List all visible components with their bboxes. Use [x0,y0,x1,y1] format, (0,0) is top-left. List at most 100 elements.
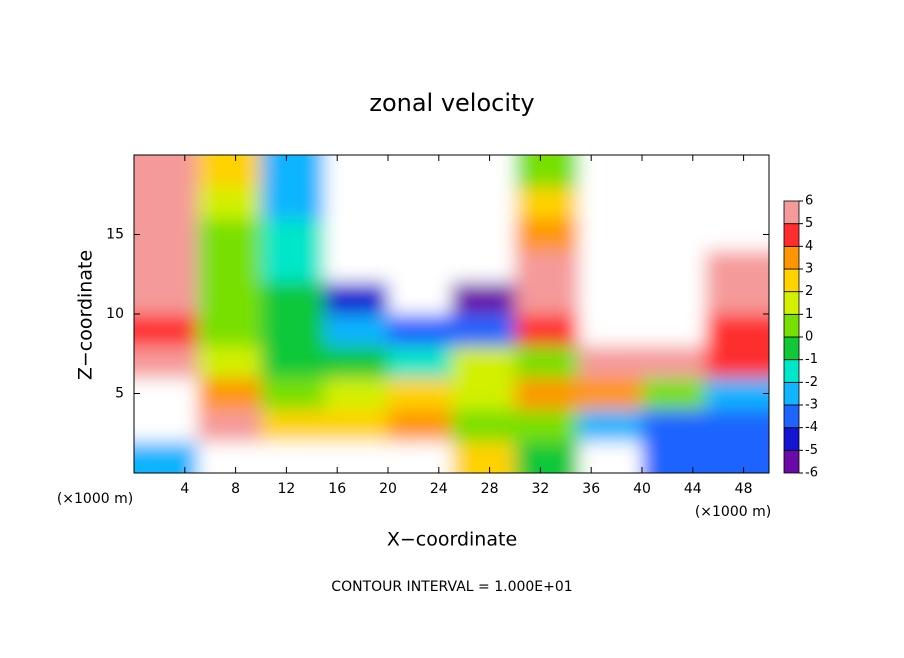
colorbar-box [783,427,800,451]
colorbar-box [783,404,800,429]
field-cell [642,155,706,188]
colorbar-tick-label: 6 [805,194,813,209]
field-cell [451,314,516,347]
colorbar-box [783,291,800,315]
field-cell [388,218,452,251]
field-cell [515,282,579,315]
field-cell [197,314,262,347]
field-cell [324,186,389,220]
y-axis-label: Z−coordinate [75,250,97,380]
field-cell [324,441,389,473]
field-cell [134,441,198,473]
field-cell [134,377,198,410]
field-cell [324,409,389,442]
x-unit-label: (×1000 m) [695,504,771,520]
field-cell [642,345,706,379]
field-cell [324,155,389,188]
field-cell [197,282,262,315]
field-cell [642,441,706,473]
field-cell [642,314,706,347]
colorbar-box [783,268,800,293]
colorbar-box [783,245,800,270]
colorbar-tick-label: -4 [805,420,818,435]
field-cell [578,282,643,315]
field-cell [388,250,452,283]
field-cell [642,186,706,220]
field-cell [197,250,262,283]
field-cell [451,218,516,251]
x-tick-label: 24 [430,481,448,497]
field-cell [578,441,643,473]
field-cell [134,409,198,442]
colorbar-box [783,313,800,338]
field-cell [261,250,325,283]
field-cell [515,186,579,220]
field-cell [388,409,452,442]
field-cell [261,186,325,220]
x-tick-label: 16 [328,481,346,497]
field-cell [197,345,262,379]
x-tick-label: 28 [481,481,499,497]
field-cell [324,345,389,379]
colorbar-tick-label: 2 [805,284,813,299]
field-cell [197,186,262,220]
field-cell [261,314,325,347]
field-cell [515,345,579,379]
y-tick-label: 15 [106,227,124,243]
field-cell [515,155,579,188]
field-cell [451,155,516,188]
x-tick-label: 44 [684,481,702,497]
field-cell [642,218,706,251]
field-cell [134,218,198,251]
field-cell [705,282,769,315]
field-cell [134,314,198,347]
field-cell [705,218,769,251]
field-cell [197,218,262,251]
field-cell [578,314,643,347]
colorbar-box [783,223,800,247]
field-cell [705,345,769,379]
colorbar-box [783,359,800,383]
field-cell [388,155,452,188]
chart-title: zonal velocity [369,89,534,117]
colorbar-box [783,200,800,225]
field-cell [451,409,516,442]
field-cell [705,250,769,283]
field-cell [261,441,325,473]
colorbar-box [783,336,800,361]
field-cell [324,282,389,315]
colorbar-tick-label: -3 [805,398,818,413]
field-cell [705,314,769,347]
field-cell [515,377,579,410]
field-cell [197,155,262,188]
field-cell [324,377,389,410]
field-cell [515,409,579,442]
field-cell [642,250,706,283]
field-cell [324,250,389,283]
colorbar-tick-label: -2 [805,375,818,390]
field-cell [578,218,643,251]
field-cell [134,186,198,220]
field-cell [515,218,579,251]
field-cell [578,345,643,379]
field [134,155,769,473]
field-cell [515,314,579,347]
field-cell [642,377,706,410]
field-cell [578,155,643,188]
colorbar-tick-label: -6 [805,466,818,481]
field-cell [451,345,516,379]
field-cell [515,250,579,283]
field-cell [134,282,198,315]
colorbar-tick-label: 5 [805,216,813,231]
x-tick-label: 12 [277,481,295,497]
field-cell [388,345,452,379]
field-cell [261,377,325,410]
field-cell [134,250,198,283]
field-cell [515,441,579,473]
field-cell [642,409,706,442]
field-cell [261,345,325,379]
colorbar-box [783,449,800,474]
field-cell [578,409,643,442]
field-cell [705,409,769,442]
